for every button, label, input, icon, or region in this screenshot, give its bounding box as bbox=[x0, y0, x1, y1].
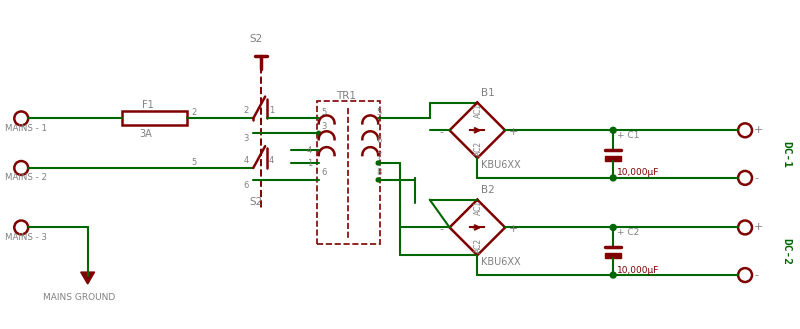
Bar bbox=[606, 253, 621, 258]
Circle shape bbox=[317, 131, 321, 135]
Text: +: + bbox=[754, 222, 763, 233]
Text: 3: 3 bbox=[322, 122, 327, 131]
Circle shape bbox=[376, 178, 380, 182]
Text: KBU6XX: KBU6XX bbox=[482, 257, 521, 267]
Text: S2: S2 bbox=[250, 197, 262, 207]
Text: B1: B1 bbox=[482, 88, 495, 98]
Text: MAINS GROUND: MAINS GROUND bbox=[43, 293, 115, 302]
Text: AC1: AC1 bbox=[474, 200, 483, 215]
Circle shape bbox=[610, 175, 616, 181]
Text: 5: 5 bbox=[192, 158, 197, 166]
Text: 1: 1 bbox=[269, 106, 274, 115]
Text: 5: 5 bbox=[376, 108, 382, 117]
Text: 5: 5 bbox=[322, 108, 327, 117]
Text: 3A: 3A bbox=[139, 129, 152, 139]
Text: 2: 2 bbox=[192, 108, 197, 117]
Text: 10,000μF: 10,000μF bbox=[617, 168, 659, 177]
Circle shape bbox=[610, 224, 616, 230]
Text: -: - bbox=[754, 173, 758, 183]
Text: AC2: AC2 bbox=[474, 238, 483, 253]
Text: -: - bbox=[440, 224, 444, 235]
Text: 3: 3 bbox=[243, 134, 249, 143]
Text: 6: 6 bbox=[376, 136, 382, 145]
Text: 1: 1 bbox=[306, 159, 312, 167]
Text: MAINS - 2: MAINS - 2 bbox=[6, 173, 47, 182]
Circle shape bbox=[610, 127, 616, 133]
Text: 7: 7 bbox=[376, 152, 382, 161]
Text: 8: 8 bbox=[376, 168, 382, 177]
Text: TR1: TR1 bbox=[337, 90, 357, 101]
Text: + C1: + C1 bbox=[617, 131, 639, 140]
Circle shape bbox=[376, 161, 380, 165]
Text: 4: 4 bbox=[243, 156, 249, 164]
Bar bbox=[606, 156, 621, 161]
Polygon shape bbox=[81, 272, 94, 284]
Text: 4: 4 bbox=[269, 156, 274, 164]
Text: 6: 6 bbox=[243, 181, 249, 190]
Text: 4: 4 bbox=[306, 146, 312, 155]
Text: +: + bbox=[509, 224, 518, 235]
Text: 10,000μF: 10,000μF bbox=[617, 266, 659, 275]
Text: DC-2: DC-2 bbox=[782, 238, 792, 265]
Bar bbox=[122, 112, 187, 125]
Text: + C2: + C2 bbox=[617, 228, 639, 237]
Circle shape bbox=[610, 272, 616, 278]
Text: DC-1: DC-1 bbox=[782, 140, 792, 167]
Text: +: + bbox=[754, 125, 763, 135]
Text: 2: 2 bbox=[243, 106, 249, 115]
Text: -: - bbox=[754, 270, 758, 280]
Text: F1: F1 bbox=[142, 99, 154, 110]
Text: KBU6XX: KBU6XX bbox=[482, 160, 521, 170]
Text: 6: 6 bbox=[322, 168, 327, 177]
Text: S2: S2 bbox=[250, 34, 262, 44]
Text: MAINS - 3: MAINS - 3 bbox=[6, 233, 47, 242]
Text: +: + bbox=[509, 127, 518, 137]
Text: MAINS - 1: MAINS - 1 bbox=[6, 124, 47, 133]
Text: AC2: AC2 bbox=[474, 140, 483, 156]
Text: -: - bbox=[440, 127, 444, 137]
Text: AC1: AC1 bbox=[474, 103, 483, 118]
Bar bbox=[317, 101, 380, 244]
Text: B2: B2 bbox=[482, 185, 495, 195]
